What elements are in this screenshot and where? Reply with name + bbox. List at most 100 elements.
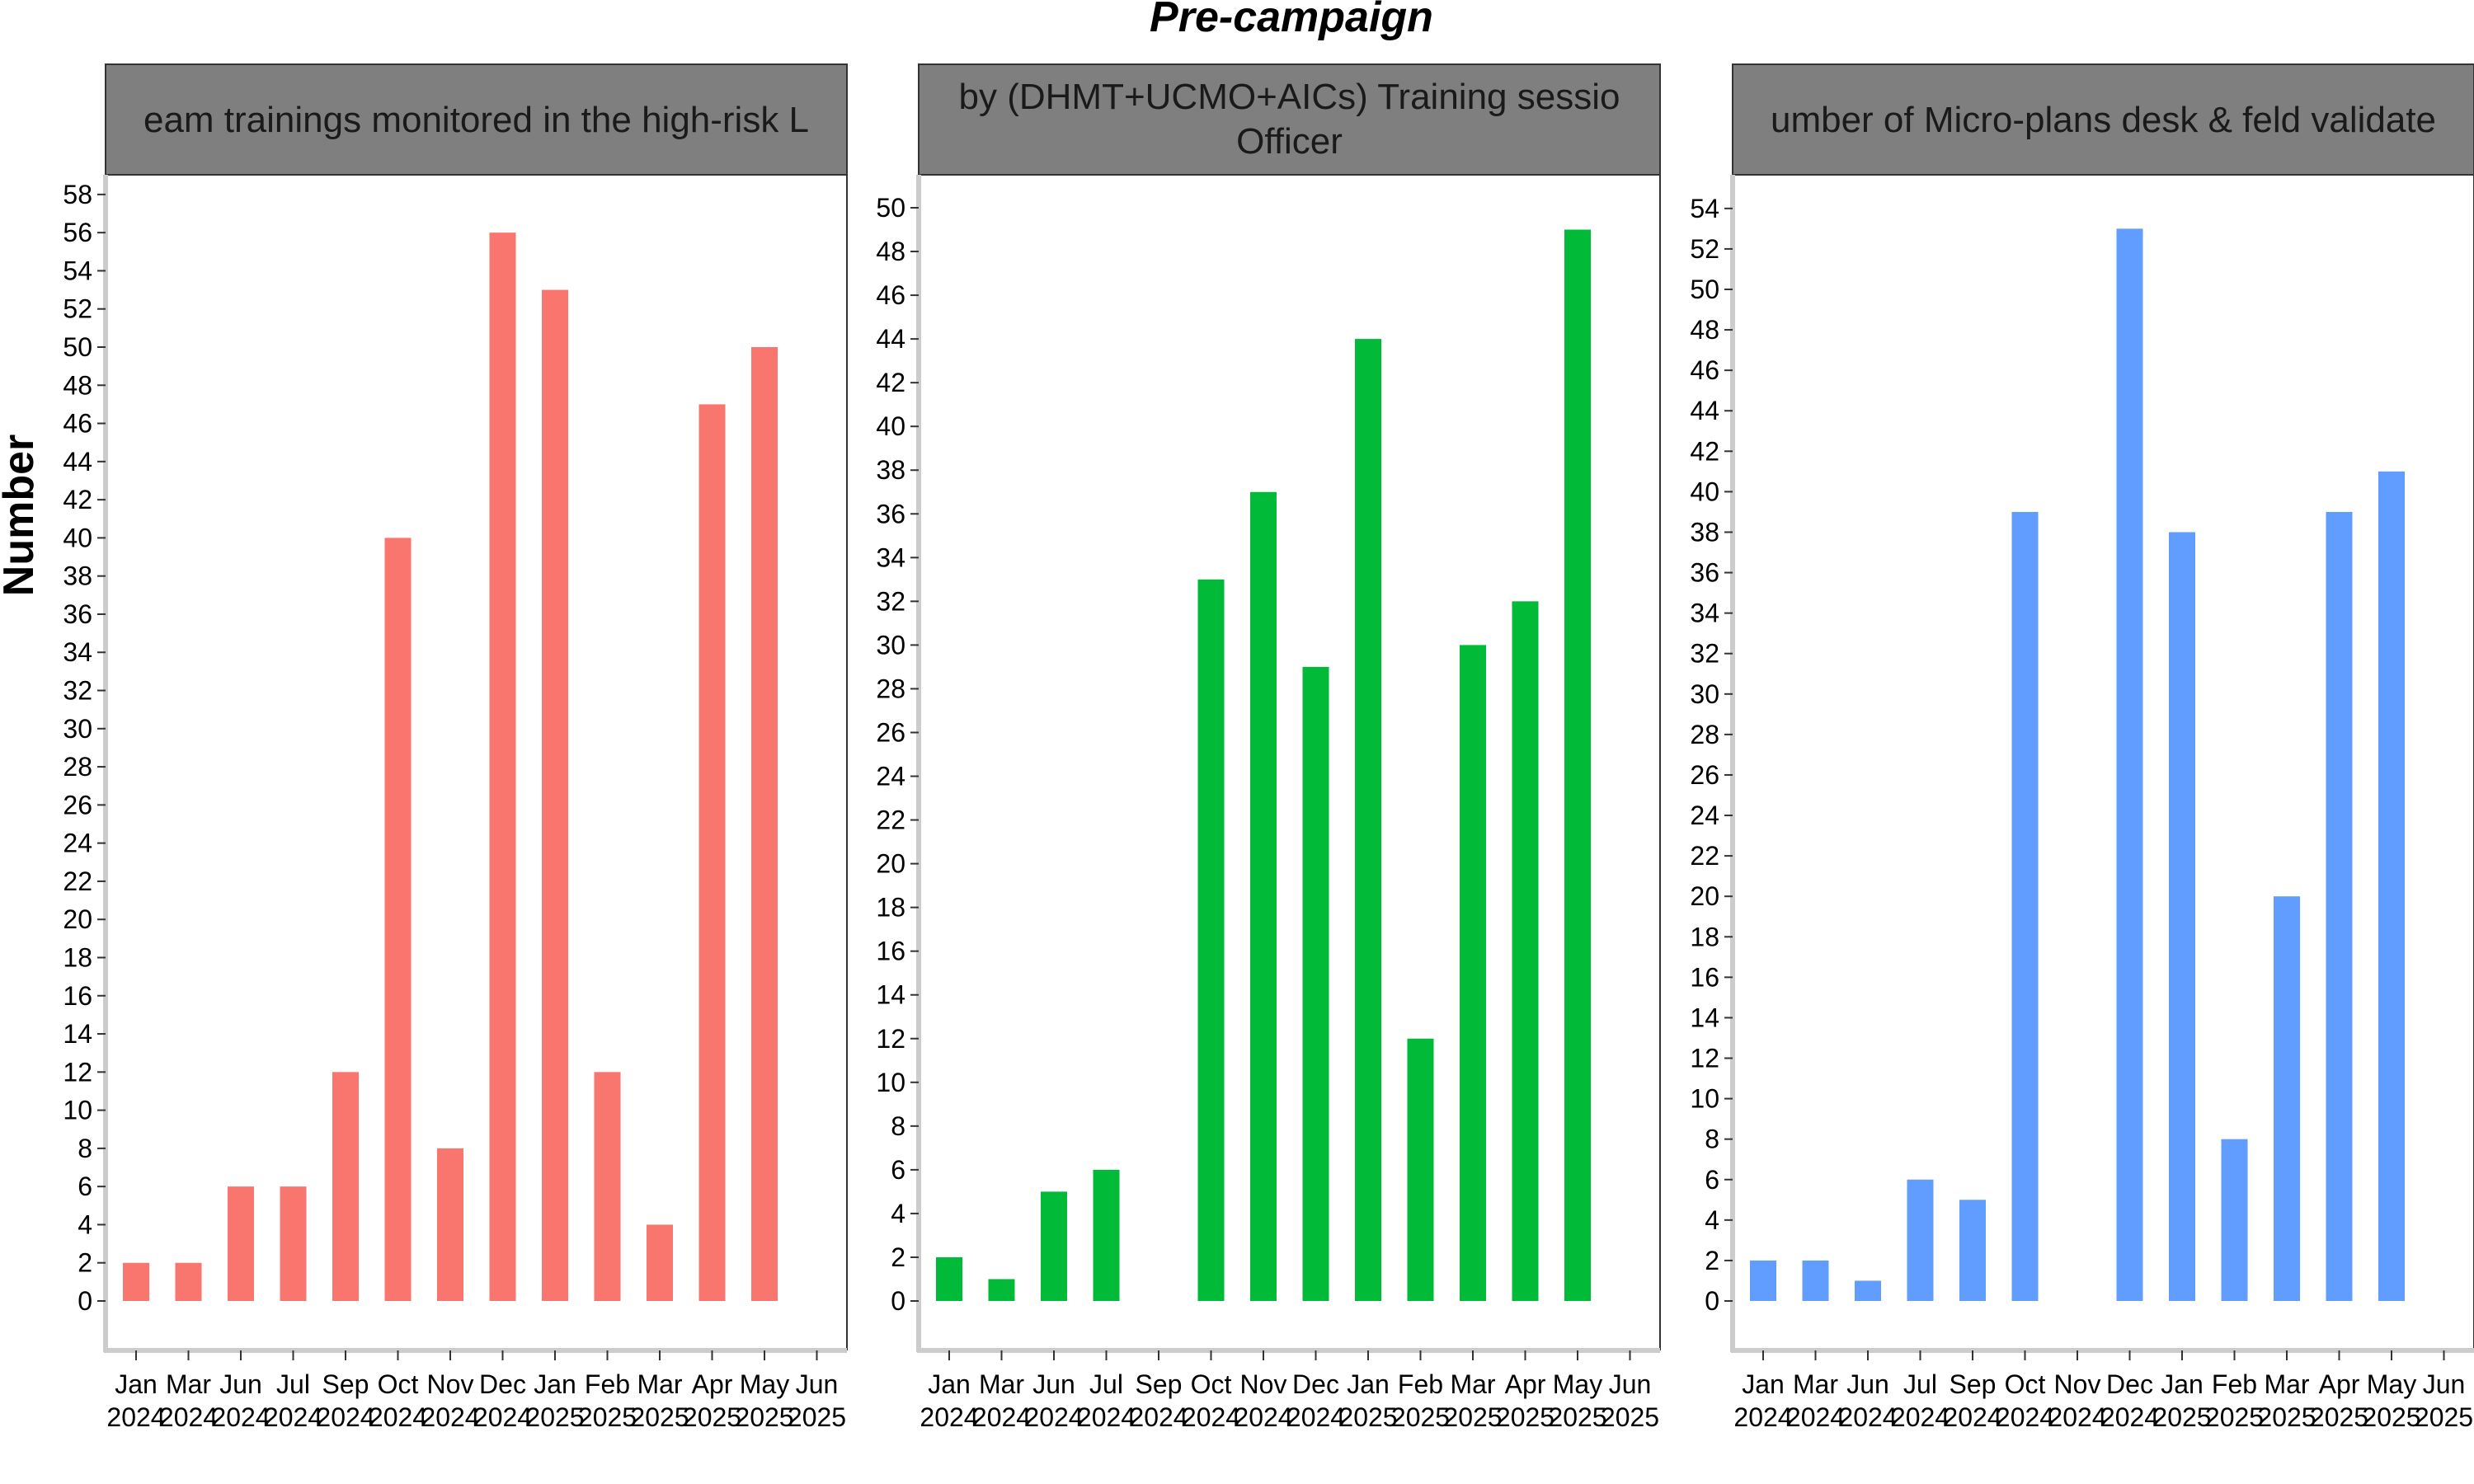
x-tick-label: Jan	[2161, 1369, 2204, 1399]
y-tick-label: 24	[1690, 801, 1719, 830]
y-tick-label: 14	[63, 1019, 92, 1049]
y-tick-label: 0	[1705, 1286, 1719, 1316]
bar	[332, 1072, 359, 1301]
y-tick-label: 34	[63, 637, 92, 667]
y-tick-label: 34	[876, 542, 905, 572]
y-tick-label: 36	[876, 499, 905, 528]
x-tick-label: 2024	[2048, 1402, 2106, 1432]
y-tick-label: 18	[63, 942, 92, 972]
x-tick-label: Feb	[585, 1369, 630, 1399]
x-tick-label: Mar	[166, 1369, 211, 1399]
x-tick-label: 2024	[1891, 1402, 1950, 1432]
bar	[1302, 666, 1329, 1301]
y-tick-label: 16	[63, 981, 92, 1011]
x-tick-label: Jan	[534, 1369, 576, 1399]
facet-strip-label: eam trainings monitored in the high-risk…	[143, 100, 809, 140]
x-tick-label: 2024	[106, 1402, 165, 1432]
x-tick-label: 2024	[1286, 1402, 1345, 1432]
y-tick-label: 26	[63, 790, 92, 819]
bar	[437, 1148, 463, 1301]
x-tick-label: Nov	[1240, 1369, 1287, 1399]
y-tick-label: 20	[876, 849, 905, 879]
x-tick-label: Oct	[378, 1369, 419, 1399]
y-tick-label: 14	[876, 980, 905, 1010]
y-tick-label: 42	[876, 368, 905, 397]
y-tick-label: 8	[1705, 1125, 1719, 1154]
facet-strip-label: by (DHMT+UCMO+AICs) Training sessio	[959, 77, 1620, 117]
y-tick-label: 48	[1690, 315, 1719, 345]
bar	[751, 347, 778, 1301]
y-tick-label: 2	[891, 1242, 905, 1272]
y-tick-label: 46	[1690, 355, 1719, 385]
y-tick-label: 8	[78, 1134, 92, 1163]
y-tick-label: 32	[63, 676, 92, 706]
bar	[936, 1256, 962, 1301]
x-tick-label: 2024	[1024, 1402, 1083, 1432]
facet-panels: eam trainings monitored in the high-risk…	[63, 63, 2474, 1432]
x-tick-label: Oct	[2005, 1369, 2046, 1399]
x-tick-label: 2024	[1234, 1402, 1292, 1432]
y-tick-label: 44	[1690, 396, 1719, 425]
y-tick-label: 16	[876, 937, 905, 966]
x-tick-label: 2024	[920, 1402, 978, 1432]
bar	[228, 1186, 254, 1301]
y-tick-label: 30	[63, 714, 92, 744]
x-tick-label: Feb	[2212, 1369, 2257, 1399]
y-tick-label: 26	[1690, 760, 1719, 790]
y-tick-label: 38	[63, 561, 92, 591]
y-tick-label: 0	[891, 1286, 905, 1316]
x-tick-label: 2024	[1077, 1402, 1136, 1432]
x-tick-label: Mar	[637, 1369, 682, 1399]
bar	[1564, 229, 1591, 1301]
bar	[1460, 645, 1486, 1301]
x-tick-label: May	[740, 1369, 789, 1399]
bar	[2274, 896, 2300, 1301]
x-tick-label: 2024	[1733, 1402, 1792, 1432]
bar	[1750, 1260, 1776, 1301]
x-tick-label: May	[1553, 1369, 1602, 1399]
facet-strip	[918, 63, 1661, 176]
y-tick-label: 12	[63, 1057, 92, 1087]
facet-panel: by (DHMT+UCMO+AICs) Training sessioOffic…	[876, 63, 1661, 1432]
y-tick-label: 14	[1690, 1003, 1719, 1032]
y-tick-label: 18	[1690, 922, 1719, 951]
y-tick-label: 10	[63, 1096, 92, 1125]
x-tick-label: 2025	[1601, 1402, 1659, 1432]
y-tick-label: 6	[78, 1172, 92, 1201]
y-tick-label: 50	[63, 332, 92, 362]
bar	[2326, 511, 2353, 1301]
y-tick-label: 28	[876, 674, 905, 703]
x-tick-label: Jul	[276, 1369, 310, 1399]
x-tick-label: May	[2367, 1369, 2416, 1399]
y-tick-label: 28	[1690, 720, 1719, 749]
x-tick-label: 2024	[972, 1402, 1031, 1432]
y-tick-label: 50	[1690, 275, 1719, 304]
y-tick-label: 32	[1690, 639, 1719, 669]
bar	[280, 1186, 307, 1301]
y-tick-label: 52	[63, 294, 92, 324]
facet-strip	[105, 63, 848, 176]
y-tick-label: 32	[876, 586, 905, 616]
y-tick-label: 12	[1690, 1044, 1719, 1073]
y-tick-label: 42	[1690, 436, 1719, 466]
facet-strip	[1732, 63, 2474, 176]
bar	[647, 1224, 673, 1301]
y-tick-label: 52	[1690, 234, 1719, 264]
x-tick-label: Apr	[692, 1369, 733, 1399]
bar	[1802, 1260, 1829, 1301]
x-tick-label: 2024	[1996, 1402, 2054, 1432]
y-tick-label: 40	[63, 523, 92, 552]
x-tick-label: Mar	[979, 1369, 1024, 1399]
facet-strip-label: Officer	[1236, 121, 1343, 162]
x-tick-label: 2024	[421, 1402, 479, 1432]
bar	[384, 538, 412, 1301]
y-tick-label: 50	[876, 193, 905, 223]
facet-panel: umber of Micro-plans desk & feld validat…	[1690, 63, 2474, 1432]
x-tick-label: Dec	[479, 1369, 526, 1399]
facet-panel: eam trainings monitored in the high-risk…	[63, 63, 848, 1432]
x-tick-label: Mar	[1450, 1369, 1495, 1399]
y-tick-label: 24	[876, 762, 905, 791]
x-tick-label: Jun	[1032, 1369, 1075, 1399]
x-tick-label: 2024	[316, 1402, 374, 1432]
y-tick-label: 28	[63, 752, 92, 782]
